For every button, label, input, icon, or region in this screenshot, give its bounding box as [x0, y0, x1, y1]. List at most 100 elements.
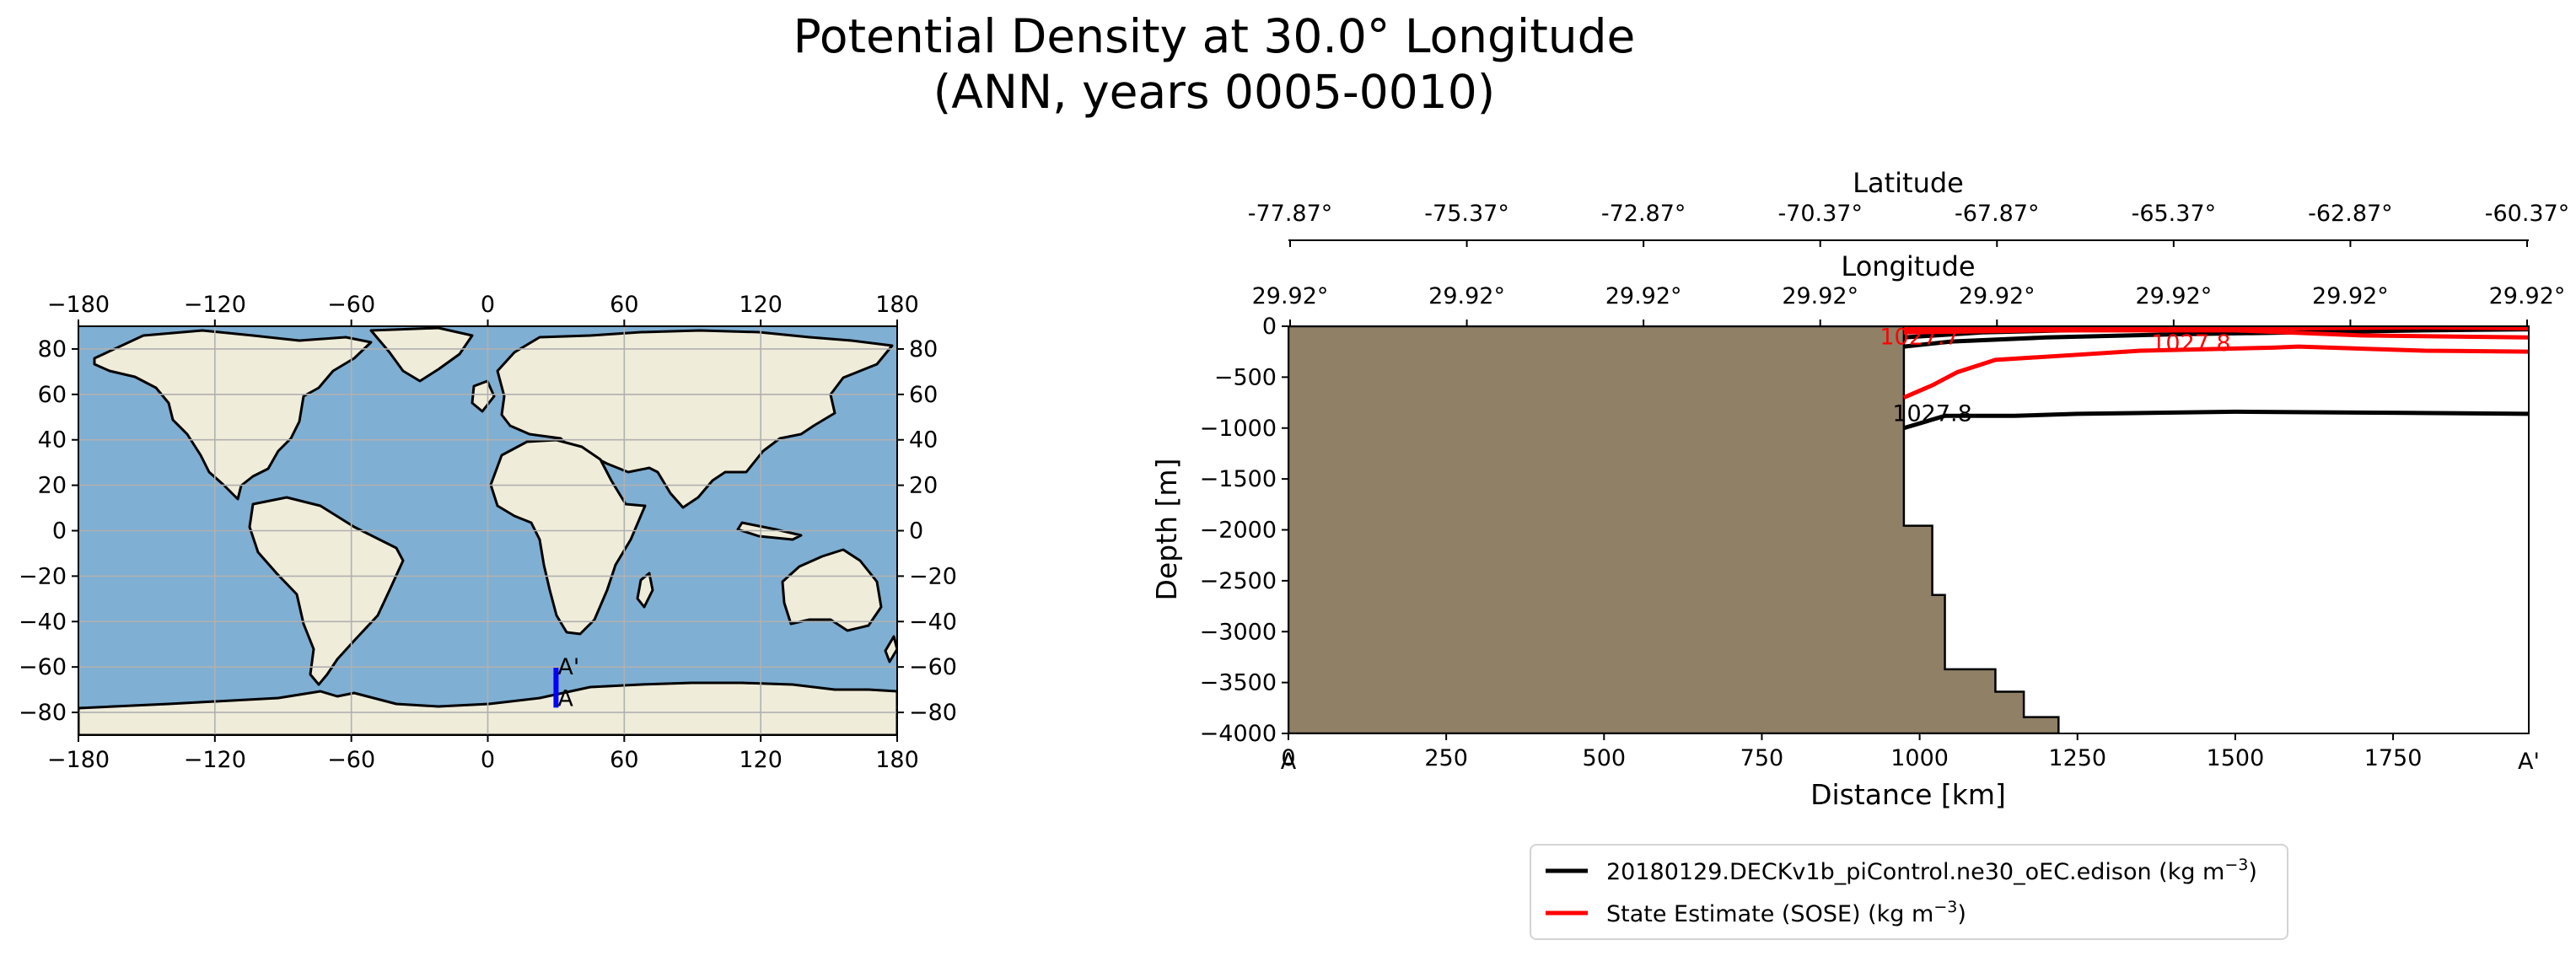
model-contour-label: 1027.8 — [1892, 400, 1971, 427]
land-new-zealand — [884, 635, 897, 663]
map-y-tick-label-right: −60 — [909, 654, 957, 680]
x-axis-label: Distance [km] — [1810, 778, 2006, 811]
model-contour-1027.8 — [1903, 409, 2529, 431]
map-y-tick-label-left: −40 — [19, 609, 67, 635]
longitude-tick-label: 29.92° — [2135, 283, 2212, 309]
land-north-america — [93, 329, 373, 501]
section-x-tick-label: 1250 — [2048, 745, 2106, 771]
map-y-tick-label-right: −20 — [909, 563, 957, 589]
map-y-tick-label-left: −60 — [19, 654, 67, 680]
latitude-tick-label: -60.37° — [2485, 201, 2570, 227]
map-x-tick-label-bottom: −180 — [47, 747, 110, 773]
latitude-tick-label: -75.37° — [1424, 201, 1509, 227]
section-x-tick-label: 1000 — [1890, 745, 1949, 771]
section-x-tick-label: 750 — [1740, 745, 1784, 771]
chart-title-line2: (ANN, years 0005-0010) — [933, 65, 1495, 119]
map-x-tick-label-top: 180 — [875, 292, 919, 318]
map-x-tick-label-top: −60 — [327, 292, 375, 318]
land-australia — [781, 548, 883, 632]
map-y-tick-label-right: 40 — [909, 427, 938, 454]
map-y-tick-label-left: 40 — [38, 427, 67, 454]
longitude-tick-label: 29.92° — [1605, 283, 1682, 309]
section-y-tick-label: −500 — [1214, 364, 1277, 390]
map-y-tick-label-left: −80 — [19, 700, 67, 726]
map-panel: −180 −180 −120 −120 −60 −60 0 0 60 60 120 120 180 180… — [19, 292, 957, 773]
longitude-tick-label: 29.92° — [1428, 283, 1505, 309]
land-eurasia — [496, 329, 894, 509]
map-x-tick-label-bottom: 180 — [875, 747, 919, 773]
latitude-tick-label: -77.87° — [1248, 201, 1333, 227]
map-gridlines — [78, 326, 897, 735]
map-y-tick-label-left: −20 — [19, 563, 67, 589]
map-ticks: −180 −180 −120 −120 −60 −60 0 0 60 60 120 120 180 180… — [19, 292, 957, 773]
section-ticks: 0 250 500 750 1000 1250 1500 1750 0 −500 −1000 −150… — [1200, 201, 2570, 771]
latitude-tick-label: -70.37° — [1777, 201, 1863, 227]
map-x-tick-label-bottom: 60 — [610, 747, 638, 773]
longitude-axis-label: Longitude — [1841, 250, 1975, 282]
sose-contour-label: 1027.8 — [2151, 330, 2230, 357]
map-y-tick-label-right: 60 — [909, 382, 938, 408]
map-y-tick-label-right: 20 — [909, 473, 938, 499]
map-y-tick-label-left: 60 — [38, 382, 67, 408]
section-y-tick-label: −4000 — [1200, 721, 1277, 747]
section-x-tick-label: 1750 — [2364, 745, 2423, 771]
section-y-tick-label: −3000 — [1200, 619, 1277, 645]
map-x-tick-label-top: −120 — [184, 292, 246, 318]
section-y-tick-label: −1500 — [1200, 466, 1277, 492]
model-contour-1027.5 — [1903, 327, 2529, 349]
map-x-tick-label-bottom: 0 — [481, 747, 495, 773]
chart-title-line1: Potential Density at 30.0° Longitude — [793, 9, 1636, 63]
longitude-tick-label: 29.92° — [2312, 283, 2389, 309]
section-y-tick-label: −2000 — [1200, 518, 1277, 544]
section-y-tick-label: −2500 — [1200, 568, 1277, 594]
section-end-label: A' — [2518, 749, 2540, 775]
transect-start-label: A — [557, 685, 573, 712]
land-greenland — [369, 326, 474, 383]
section-start-label: A — [1281, 749, 1297, 775]
section-x-tick-label: 500 — [1583, 745, 1627, 771]
longitude-tick-label: 29.92° — [1782, 283, 1858, 309]
map-y-tick-label-right: 80 — [909, 336, 938, 363]
map-x-tick-label-bottom: 120 — [739, 747, 782, 773]
latitude-tick-label: -62.87° — [2308, 201, 2393, 227]
sose-contour-1027.8 — [1902, 344, 2529, 400]
transect-end-label: A' — [557, 654, 579, 680]
section-y-tick-label: −1000 — [1200, 416, 1277, 442]
map-y-tick-label-right: −40 — [909, 609, 957, 635]
latitude-tick-label: -65.37° — [2132, 201, 2217, 227]
sose-contour-1027.6 — [1903, 328, 2529, 340]
legend: 20180129.DECKv1b_piControl.ne30_oEC.edis… — [1530, 844, 2288, 940]
latitude-tick-label: -72.87° — [1601, 201, 1686, 227]
map-x-tick-label-top: 120 — [739, 292, 782, 318]
latitude-tick-label: -67.87° — [1955, 201, 2040, 227]
legend-box — [1530, 844, 2288, 940]
map-x-tick-label-top: 60 — [610, 292, 638, 318]
land-madagascar — [636, 572, 654, 609]
land-africa — [489, 438, 647, 636]
seafloor-topography — [1288, 326, 2060, 733]
map-y-tick-label-left: 20 — [38, 473, 67, 499]
longitude-tick-label: 29.92° — [1959, 283, 2036, 309]
map-y-tick-label-left: 0 — [52, 518, 67, 545]
section-x-tick-label: 1500 — [2207, 745, 2265, 771]
map-y-tick-label-left: 80 — [38, 336, 67, 363]
legend-entry-sose: State Estimate (SOSE) (kg m−3) — [1606, 898, 1966, 927]
map-y-tick-label-right: −80 — [909, 700, 957, 726]
longitude-tick-label: 29.92° — [1252, 283, 1329, 309]
section-x-tick-label: 0 — [1281, 745, 1295, 771]
map-x-tick-label-bottom: −120 — [184, 747, 246, 773]
latitude-axis-label: Latitude — [1853, 167, 1964, 199]
map-x-tick-label-top: 0 — [481, 292, 495, 318]
longitude-tick-label: 29.92° — [2489, 283, 2566, 309]
y-axis-label: Depth [m] — [1150, 459, 1183, 601]
section-x-tick-label: 250 — [1424, 745, 1468, 771]
section-y-tick-label: −3500 — [1200, 670, 1277, 696]
map-x-tick-label-bottom: −60 — [327, 747, 375, 773]
map-y-tick-label-right: 0 — [909, 518, 923, 545]
legend-entry-model: 20180129.DECKv1b_piControl.ne30_oEC.edis… — [1606, 856, 2257, 885]
map-x-tick-label-top: −180 — [47, 292, 110, 318]
section-y-tick-label: 0 — [1262, 314, 1277, 340]
